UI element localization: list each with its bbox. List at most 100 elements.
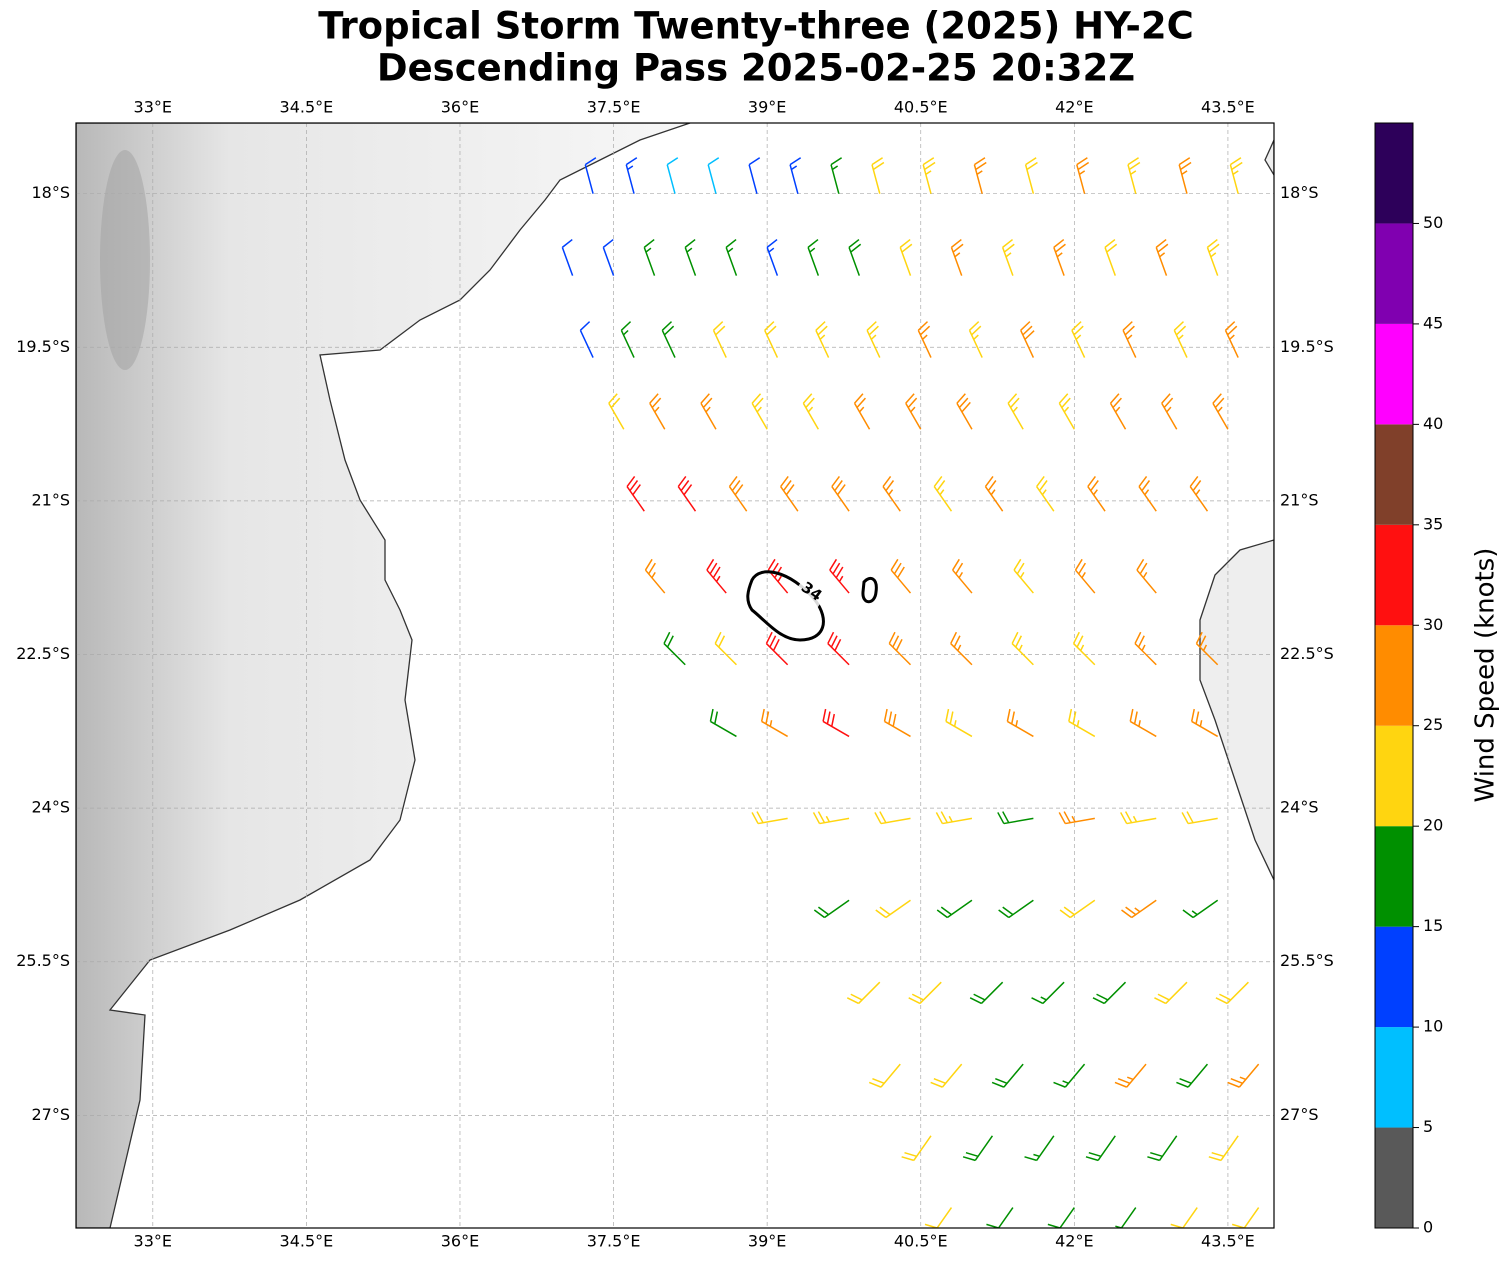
wind-barb (1161, 393, 1178, 430)
madagascar-coast (1199, 139, 1274, 881)
wind-barb (1182, 899, 1219, 919)
wind-barb (1006, 708, 1034, 738)
wind-barb (1031, 981, 1065, 1005)
contour-label-box (794, 573, 830, 609)
plot-frame (75, 122, 1275, 1229)
y-tick-label: 24°S (1280, 798, 1319, 817)
wind-barb (1136, 558, 1157, 594)
wind-barb (1059, 899, 1096, 919)
title-line-2: Descending Pass 2025-02-25 20:32Z (377, 47, 1135, 90)
y-tick-label: 25.5°S (16, 951, 70, 970)
wind-barb (888, 631, 912, 666)
wind-barb (751, 811, 788, 825)
wind-barb (608, 393, 625, 430)
wind-barb (848, 238, 862, 276)
wind-barb (890, 558, 912, 594)
wind-barb (822, 708, 850, 738)
wind-barb (728, 475, 748, 512)
colorbar-tick-label: 20 (1423, 816, 1443, 835)
y-tick-label: 19.5°S (16, 337, 70, 356)
colorbar-frame (1374, 122, 1414, 1229)
x-tick-label: 43.5°E (1201, 98, 1255, 117)
wind-barb (1074, 558, 1096, 594)
x-tick-label: 36°E (441, 98, 479, 117)
wind-barb (1114, 1063, 1147, 1088)
wind-barb (853, 393, 871, 430)
wind-barb (930, 1063, 963, 1088)
colorbar-tick-label: 25 (1423, 715, 1443, 734)
x-tick-label: 43.5°E (1201, 1232, 1255, 1251)
wind-barb (968, 321, 983, 358)
wind-barb (789, 157, 802, 194)
wind-barb (766, 238, 779, 276)
wind-barb (1147, 1135, 1178, 1162)
wind-barb (812, 811, 850, 825)
x-tick-label: 33°E (134, 1232, 172, 1251)
y-tick-label: 24°S (31, 798, 70, 817)
x-tick-label: 42°E (1055, 1232, 1093, 1251)
wind-barb (991, 1063, 1024, 1088)
wind-barb (712, 321, 727, 358)
wind-barb (899, 238, 913, 276)
wind-barb (1109, 393, 1127, 430)
wind-barb (663, 631, 686, 666)
wind-barb (760, 708, 789, 738)
wind-barb (969, 981, 1004, 1005)
wind-barb (883, 708, 911, 738)
colorbar-band (1375, 826, 1413, 927)
wind-barb (1208, 1135, 1239, 1162)
wind-barb (933, 475, 953, 512)
x-tick-label: 37.5°E (587, 98, 641, 117)
wind-barb (1013, 558, 1034, 594)
wind-barb (649, 393, 666, 430)
wind-barb (579, 321, 594, 358)
x-tick-label: 40.5°E (894, 1232, 948, 1251)
wind-barb (917, 321, 932, 358)
wind-barb (709, 708, 737, 738)
colorbar-tick-label: 30 (1423, 615, 1443, 634)
wind-barb (807, 238, 820, 276)
wind-barb (1173, 321, 1188, 358)
x-tick-label: 42°E (1055, 98, 1093, 117)
wind-barb (707, 157, 720, 194)
wind-barb (1227, 1063, 1260, 1088)
wind-barb (561, 238, 574, 276)
wind-barb (706, 558, 727, 594)
wind-barb (700, 393, 717, 430)
wind-barb (1134, 631, 1157, 666)
colorbar-label: Wind Speed (knots) (1471, 548, 1501, 803)
wind-barb (962, 1135, 994, 1162)
colorbar-tick-label: 5 (1423, 1117, 1433, 1136)
wind-barb (846, 981, 881, 1005)
wind-barb (1120, 811, 1157, 825)
wind-barb (666, 157, 679, 194)
x-tick-label: 36°E (441, 1232, 479, 1251)
wind-barb (1190, 708, 1219, 738)
wind-barb (1121, 899, 1157, 919)
wind-barb (1072, 631, 1096, 666)
wind-barb (945, 708, 973, 738)
x-tick-label: 34.5°E (280, 98, 334, 117)
y-tick-label: 25.5°S (1280, 951, 1334, 970)
wind-barb (830, 157, 843, 194)
wind-barb (1024, 157, 1038, 194)
wind-barb (626, 475, 645, 512)
wind-barb (1020, 321, 1035, 358)
wind-barb (868, 1063, 901, 1088)
x-tick-label: 40.5°E (894, 98, 948, 117)
wind-barb (644, 558, 666, 594)
wind-barb (802, 393, 819, 430)
y-tick-label: 18°S (1280, 183, 1319, 202)
title-line-1: Tropical Storm Twenty-three (2025) HY-2C (318, 5, 1193, 48)
colorbar-tick-label: 45 (1423, 313, 1443, 332)
wind-barb (1053, 238, 1066, 276)
y-tick-label: 21°S (31, 490, 70, 509)
colorbar-tick-label: 10 (1423, 1017, 1443, 1036)
wind-barb (998, 899, 1034, 919)
colorbar-band (1375, 1027, 1413, 1128)
wind-barb (684, 238, 697, 276)
colorbar-band (1375, 323, 1413, 425)
colorbar-band (1375, 524, 1413, 626)
wind-barb (1212, 393, 1229, 430)
wind-barb (874, 811, 911, 825)
